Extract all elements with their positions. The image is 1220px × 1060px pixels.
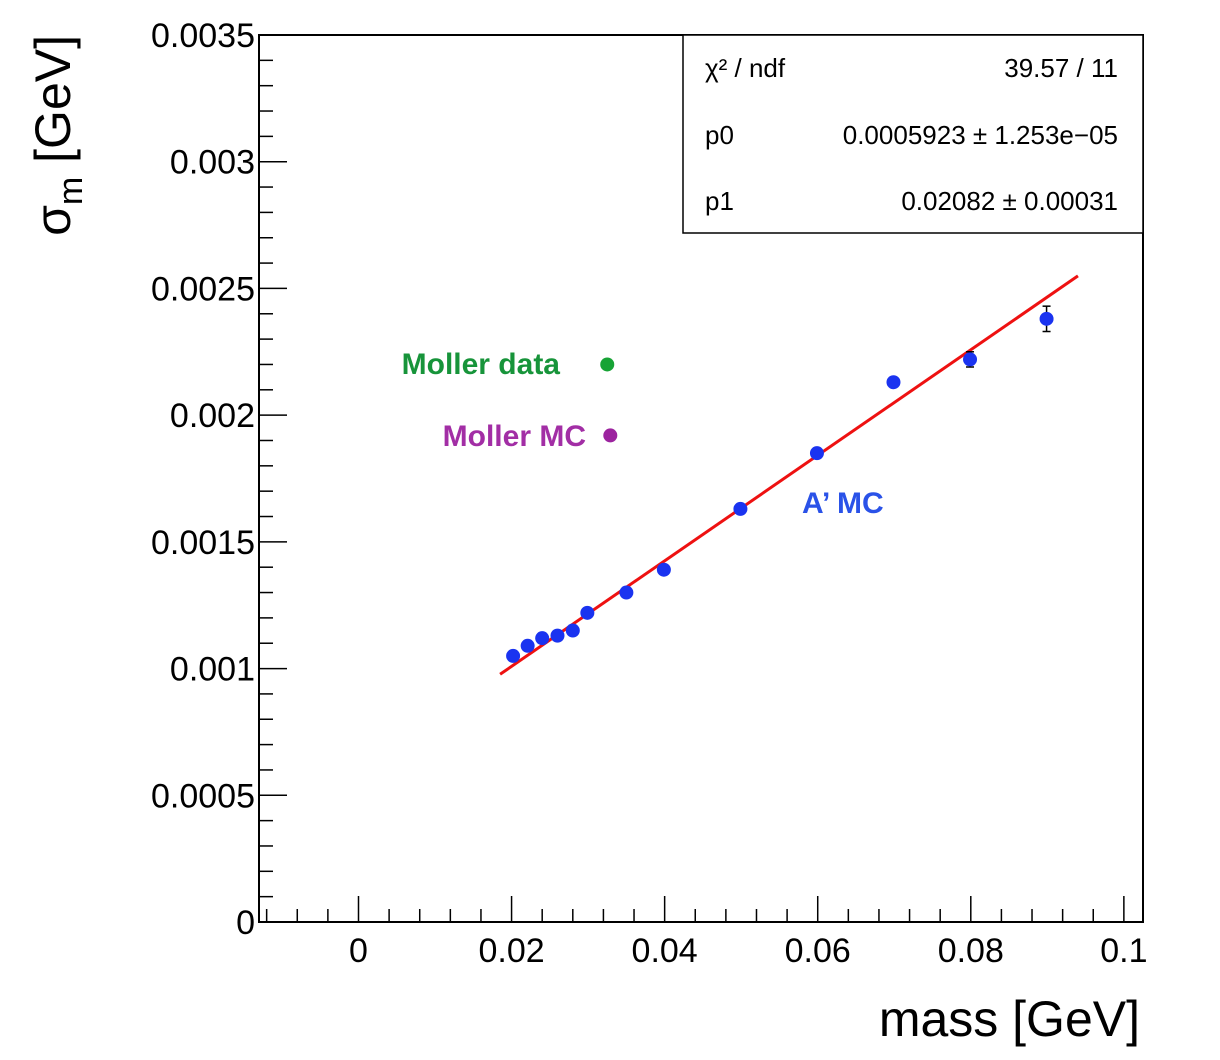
y-tick-label: 0.003 — [170, 144, 255, 182]
annotation-aprime-mc: A’ MC — [802, 487, 884, 520]
stats-value-chi2: 39.57 / 11 — [1004, 53, 1118, 83]
annotation-moller-data: Moller data — [402, 348, 561, 381]
data-points — [506, 305, 1054, 663]
y-axis-title: σm [GeV] — [25, 35, 90, 236]
data-point — [619, 585, 634, 600]
x-tick-label: 0.06 — [785, 932, 851, 970]
y-tick-label: 0.0005 — [151, 777, 255, 815]
data-point — [535, 631, 550, 646]
y-tick-label: 0.0025 — [151, 270, 255, 308]
data-point — [733, 501, 748, 516]
y-axis — [259, 34, 287, 923]
y-tick-label: 0 — [236, 904, 255, 942]
x-tick-label: 0 — [349, 932, 368, 970]
y-tick-label: 0.002 — [170, 397, 255, 435]
data-point — [963, 352, 978, 367]
y-tick-labels: 0 0.0005 0.001 0.0015 0.002 0.0025 0.003 0.0035 — [151, 17, 255, 942]
data-point — [520, 638, 535, 653]
y-tick-label: 0.0015 — [151, 524, 255, 562]
data-point — [809, 446, 824, 461]
y-tick-label: 0.0035 — [151, 17, 255, 55]
series-moller-mc — [603, 428, 618, 443]
x-axis — [265, 896, 1125, 922]
stats-value-p1: 0.02082 ± 0.00031 — [901, 186, 1118, 216]
x-tick-labels: 0 0.02 0.04 0.06 0.08 0.1 — [349, 932, 1147, 970]
stats-box-frame — [682, 34, 1144, 234]
data-point — [565, 623, 580, 638]
series-a-mc — [506, 305, 1054, 663]
y-tick-label: 0.001 — [170, 651, 255, 689]
y-axis-title-unit: [GeV] — [25, 35, 81, 177]
data-point — [1039, 311, 1054, 326]
x-tick-label: 0.02 — [478, 932, 544, 970]
data-point — [550, 628, 565, 643]
stats-value-p0: 0.0005923 ± 1.253e−05 — [843, 120, 1118, 150]
x-tick-label: 0.04 — [632, 932, 698, 970]
x-tick-label: 0.08 — [938, 932, 1004, 970]
data-point — [603, 428, 618, 443]
data-point — [600, 357, 615, 372]
series-moller-data — [600, 357, 615, 372]
stats-label-p0: p0 — [705, 120, 734, 150]
data-point — [886, 375, 901, 390]
y-axis-title-symbol: σ — [25, 205, 81, 236]
stats-label-p1: p1 — [705, 186, 734, 216]
data-point — [506, 648, 521, 663]
x-tick-label: 0.1 — [1100, 932, 1147, 970]
x-axis-title: mass [GeV] — [879, 991, 1140, 1047]
data-point — [656, 562, 671, 577]
stats-box: χ² / ndf 39.57 / 11 p0 0.0005923 ± 1.253… — [682, 34, 1144, 234]
annotation-moller-mc: Moller MC — [443, 420, 586, 453]
stats-label-chi2: χ² / ndf — [705, 53, 786, 83]
data-point — [580, 605, 595, 620]
fit-line — [499, 274, 1079, 676]
y-axis-title-subscript: m — [52, 177, 90, 205]
